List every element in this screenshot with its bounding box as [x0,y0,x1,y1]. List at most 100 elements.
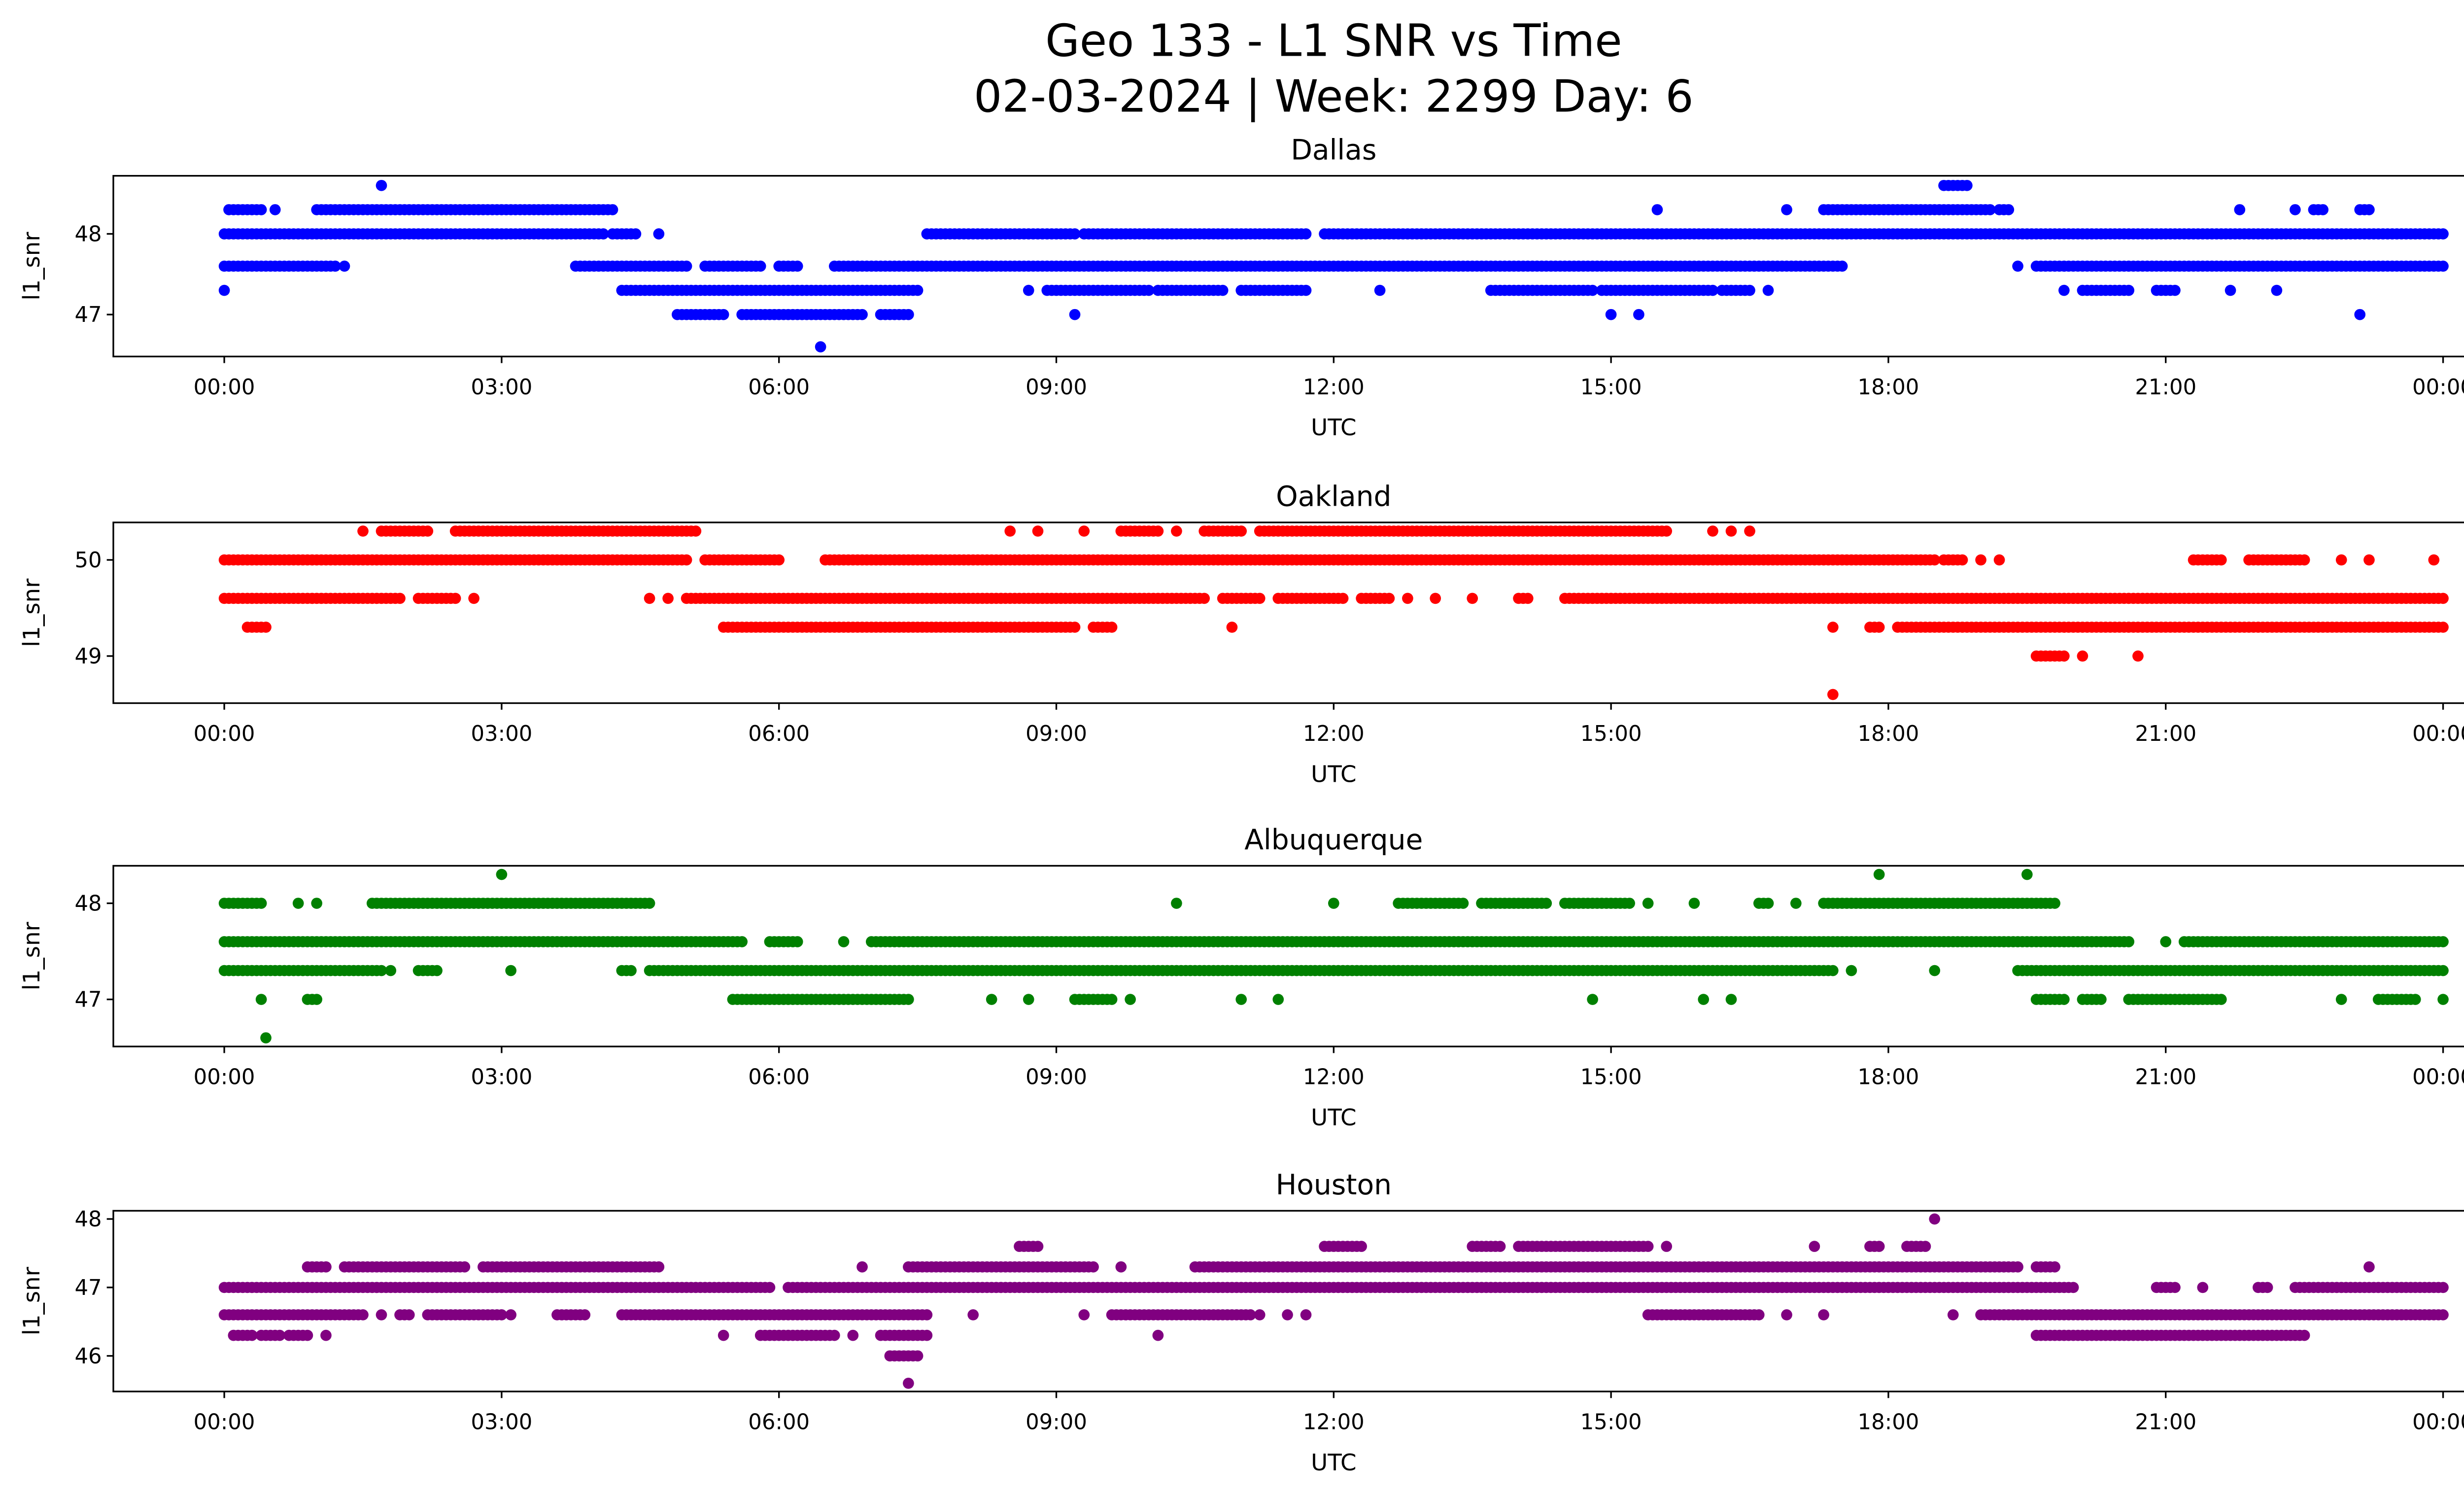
data-point [653,1261,665,1273]
y-axis-label: l1_snr [19,578,45,647]
data-point [2215,554,2227,566]
data-point [2123,284,2135,296]
y-tick-label: 48 [75,222,102,246]
data-points [218,179,2449,352]
data-point [1078,525,1090,537]
x-tick-label: 18:00 [1858,1065,1919,1090]
data-point [1753,1309,1765,1321]
data-point [1300,1309,1312,1321]
data-point [376,1309,387,1321]
data-point [1494,1241,1506,1252]
data-point [1152,1329,1164,1341]
data-point [1088,1261,1099,1273]
x-tick-label: 06:00 [748,1410,810,1435]
x-axis-label: UTC [1311,1105,1357,1131]
data-point [422,525,434,537]
data-point [1624,898,1635,909]
x-tick-label: 21:00 [2135,1065,2196,1090]
data-point [1846,965,1857,976]
data-point [1226,622,1238,633]
data-point [2409,994,2421,1005]
data-point [2437,965,2449,976]
x-tick-label: 15:00 [1580,375,1642,400]
data-point [1984,204,1996,215]
y-tick-label: 50 [75,548,102,573]
data-point [311,994,323,1005]
data-point [2012,260,2023,272]
data-point [1587,284,1598,296]
x-axis-label: UTC [1311,1450,1357,1476]
y-tick-label: 47 [75,303,102,327]
data-point [1467,592,1478,604]
data-point [2335,994,2347,1005]
data-point [339,260,350,272]
data-point [2132,650,2144,662]
data-point [597,228,609,240]
data-point [1328,898,1339,909]
x-tick-label: 06:00 [748,722,810,746]
data-point [1069,622,1081,633]
data-point [320,1261,332,1273]
data-point [302,1329,313,1341]
data-point [662,592,674,604]
data-point [2234,204,2246,215]
x-tick-label: 12:00 [1303,722,1365,746]
data-point [773,554,785,566]
x-tick-label: 00:00 [2412,722,2464,746]
data-point [255,994,267,1005]
data-point [856,1261,868,1273]
data-point [2067,1282,2079,1293]
panel-title: Albuquerque [1244,824,1423,856]
x-tick-label: 00:00 [194,1410,255,1435]
x-tick-label: 00:00 [2412,1065,2464,1090]
data-point [630,228,642,240]
data-point [791,260,803,272]
data-point [1300,284,1312,296]
data-point [2261,1282,2273,1293]
data-point [1762,284,1774,296]
x-tick-label: 06:00 [748,375,810,400]
data-point [468,592,479,604]
data-point [1171,898,1182,909]
data-point [625,965,637,976]
data-point [2437,1282,2449,1293]
x-tick-label: 03:00 [471,1410,532,1435]
data-point [2095,994,2107,1005]
data-point [1809,1241,1820,1252]
data-point [1661,525,1673,537]
y-tick-label: 49 [75,644,102,669]
data-point [1106,622,1118,633]
data-point [2271,284,2283,296]
x-axis-label: UTC [1311,761,1357,788]
data-point [1235,994,1247,1005]
data-point [1651,204,1663,215]
x-tick-label: 03:00 [471,375,532,400]
data-point [681,260,692,272]
x-tick-label: 21:00 [2135,375,2196,400]
data-point [921,1329,933,1341]
y-tick-label: 48 [75,1207,102,1232]
data-points [218,525,2449,700]
data-point [1069,228,1081,240]
data-point [1004,525,1016,537]
data-point [791,936,803,947]
data-point [2058,284,2070,296]
data-point [2428,554,2440,566]
data-point [1605,309,1617,320]
x-tick-label: 09:00 [1026,1065,1087,1090]
y-tick-label: 48 [75,892,102,916]
data-point [2077,650,2088,662]
x-tick-label: 00:00 [194,1065,255,1090]
chart-title-line1: Geo 133 - L1 SNR vs Time [1045,15,1622,67]
data-point [1171,525,1182,537]
data-point [912,1350,924,1362]
data-point [1282,1309,1293,1321]
data-point [2160,936,2172,947]
x-tick-label: 09:00 [1026,375,1087,400]
data-point [903,1378,914,1389]
data-point [2363,204,2375,215]
data-point [838,936,850,947]
data-point [1725,525,1737,537]
